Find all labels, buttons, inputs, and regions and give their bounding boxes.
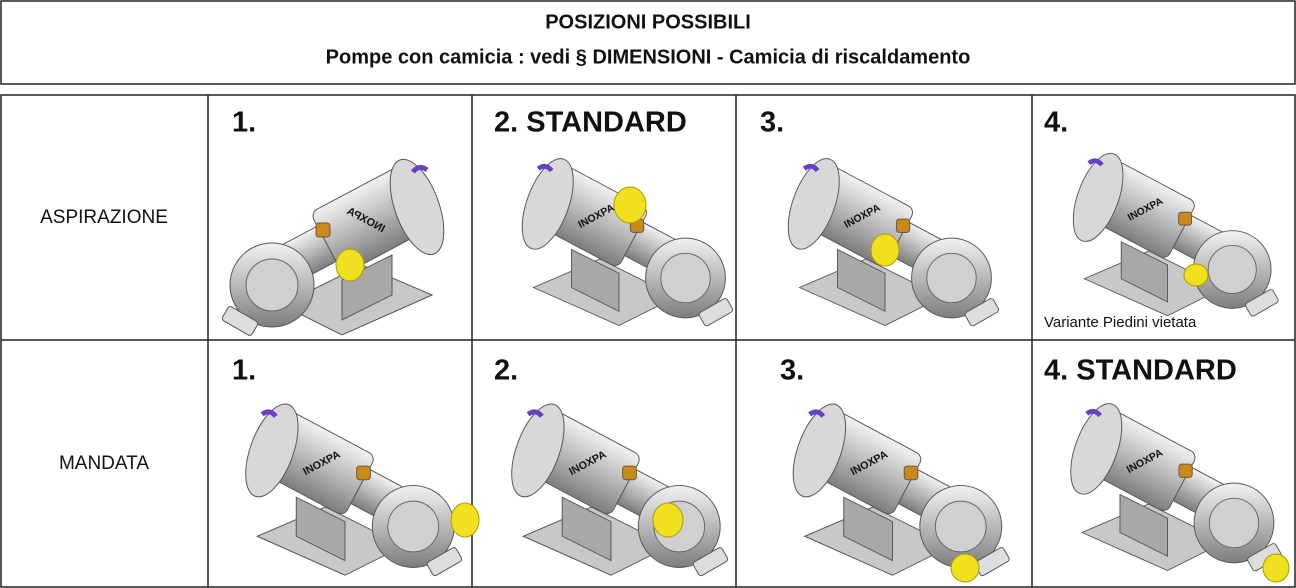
row-label: MANDATA xyxy=(59,453,149,474)
nozzle xyxy=(1262,553,1290,583)
header-title: POSIZIONI POSSIBILI xyxy=(545,11,751,33)
cell-label: 2. STANDARD xyxy=(494,107,687,139)
header-subtitle: Pompe con camicia : vedi § DIMENSIONI - … xyxy=(326,46,971,68)
table-border xyxy=(0,94,1296,588)
pump-image xyxy=(501,397,729,576)
pump-image xyxy=(1063,147,1279,317)
nozzle xyxy=(1183,263,1209,287)
pump-image xyxy=(221,152,454,336)
header-box xyxy=(0,0,1296,85)
cell-label: 1. xyxy=(232,355,256,387)
table: ASPIRAZIONE MANDATA 1. 2. STANDARD 3. 4.… xyxy=(0,94,1296,588)
nozzle xyxy=(335,248,365,282)
cell-label: 2. xyxy=(494,355,518,387)
nozzle xyxy=(652,502,684,538)
nozzle xyxy=(870,233,900,267)
nozzle xyxy=(450,502,480,538)
pump-image xyxy=(512,152,734,327)
pump-image xyxy=(1060,397,1282,572)
row-label: ASPIRAZIONE xyxy=(40,207,168,228)
cell-label: 4. xyxy=(1044,107,1068,139)
cell-label: 3. xyxy=(760,107,784,139)
cell-label: 1. xyxy=(232,107,256,139)
pump-image xyxy=(783,397,1011,576)
nozzle xyxy=(950,553,980,583)
pump-image xyxy=(235,397,463,576)
nozzle xyxy=(613,186,647,224)
cell-label: 3. xyxy=(780,355,804,387)
cell-note: Variante Piedini vietata xyxy=(1044,314,1197,331)
cell-label: 4. STANDARD xyxy=(1044,355,1237,387)
